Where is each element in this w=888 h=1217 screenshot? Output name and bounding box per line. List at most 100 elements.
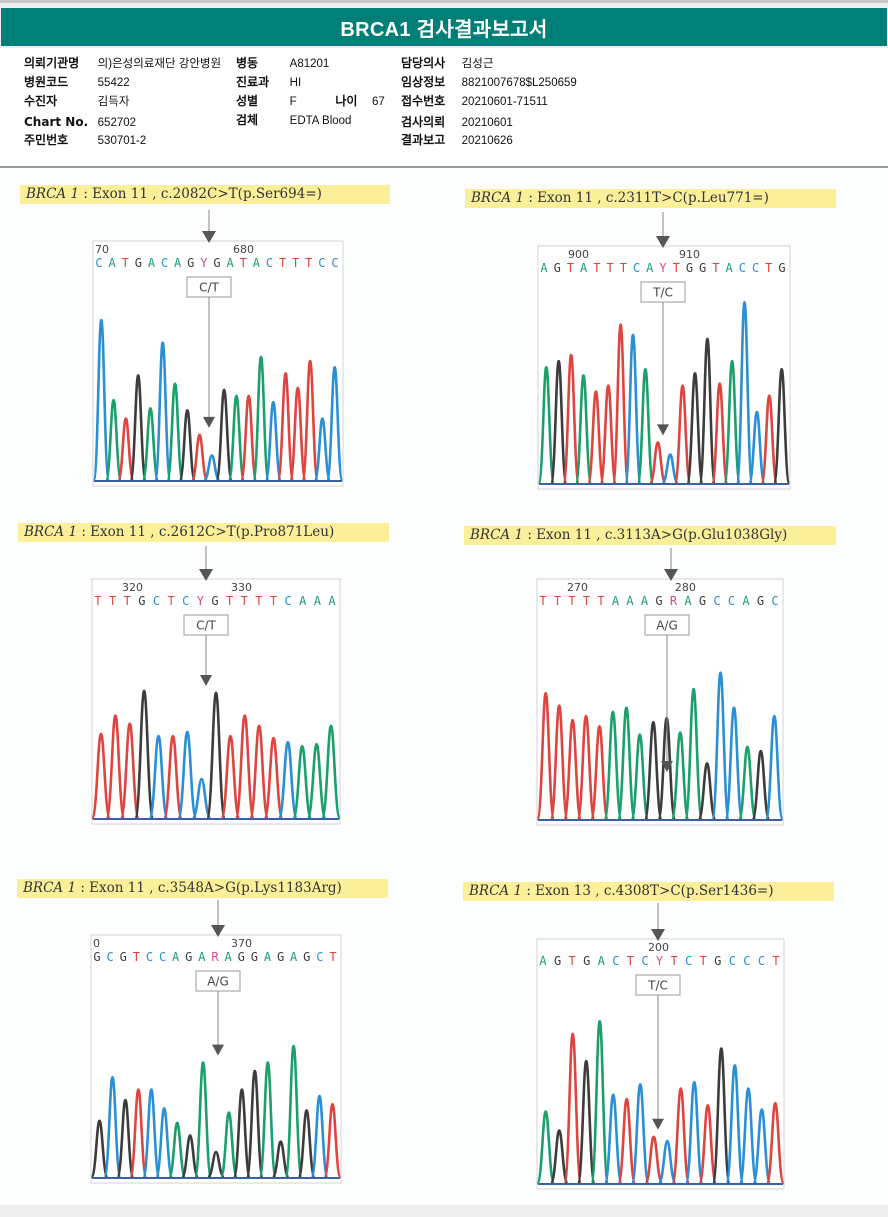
base-call: A xyxy=(172,950,180,964)
trace-peak-G xyxy=(698,337,717,485)
trace-peak-T xyxy=(234,714,255,820)
base-call: T xyxy=(673,261,680,275)
base-call: T xyxy=(620,261,627,275)
trace-peak-G xyxy=(271,1140,290,1179)
base-call: G xyxy=(757,594,764,608)
trace-peak-A xyxy=(167,1121,187,1179)
trace-peak-C xyxy=(177,730,198,820)
base-call: A xyxy=(264,950,272,964)
base-call: T xyxy=(670,954,677,968)
base-call: T xyxy=(329,950,336,964)
base-call: T xyxy=(569,954,576,968)
trace-peak-A xyxy=(166,382,184,482)
base-call: C xyxy=(685,954,692,968)
trace-peak-T xyxy=(536,692,556,821)
variant-caption: BRCA 1 : Exon 13 , c.4308T>C(p.Ser1436=) xyxy=(463,882,834,901)
field-label: 병동 xyxy=(236,56,259,70)
base-call: A xyxy=(328,594,336,608)
field-value: 20210601-71511 xyxy=(461,96,548,108)
trace-peak-G xyxy=(643,720,663,821)
variant-description: : Exon 11 , c.2082C>T(p.Ser694=) xyxy=(83,186,322,202)
pointer-arrow-icon xyxy=(651,929,665,941)
gene-name: BRCA 1 xyxy=(469,883,523,899)
field-label: Chart No. xyxy=(24,115,89,129)
trace-peak-A xyxy=(306,742,327,820)
trace-peak-T xyxy=(323,1102,342,1179)
base-call: G xyxy=(655,594,662,608)
field-label: 검사의뢰 xyxy=(401,115,446,129)
field-value: 8821007678$L250659 xyxy=(461,77,577,89)
trace-peak-T xyxy=(617,1097,637,1185)
trace-peak-A xyxy=(670,731,690,821)
position-label: 680 xyxy=(233,243,254,256)
variant-panel: BRCA 1 : Exon 11 , c.3113A>G(p.Glu1038Gl… xyxy=(444,508,888,858)
trace-peak-C xyxy=(725,1064,745,1185)
base-call: C xyxy=(159,950,166,964)
trace-peak-T xyxy=(119,722,140,820)
base-call: Y xyxy=(200,256,208,270)
genotype-call: A/G xyxy=(656,619,678,633)
pointer-arrow-icon xyxy=(211,925,225,937)
base-call: G xyxy=(686,261,693,275)
position-label: 320 xyxy=(122,581,143,594)
gene-name: BRCA 1 xyxy=(471,190,525,206)
field-label: 의뢰기관명 xyxy=(24,56,80,70)
base-call: C xyxy=(182,594,189,608)
field-label: 성별 xyxy=(236,94,259,108)
base-call: T xyxy=(700,954,707,968)
trace-peak-G xyxy=(232,1088,252,1179)
trace-peak-G xyxy=(686,372,704,485)
age-label: 나이 xyxy=(335,94,358,108)
trace-peak-T xyxy=(589,725,610,821)
position-label: 370 xyxy=(231,937,252,950)
field-department: 진료과 HI xyxy=(236,75,301,90)
base-call: C xyxy=(95,256,102,270)
base-call: T xyxy=(279,256,286,270)
trace-peak-T xyxy=(698,1104,718,1185)
trace-peak-C xyxy=(92,318,111,482)
field-label: 수진자 xyxy=(24,94,58,108)
base-call: C xyxy=(285,594,292,608)
trace-peak-T xyxy=(263,736,284,820)
trace-peak-A xyxy=(258,1061,278,1179)
variant-arrow-icon xyxy=(212,1044,224,1056)
base-call: A xyxy=(684,594,692,608)
variant-arrow-icon xyxy=(203,416,215,428)
gene-name: BRCA 1 xyxy=(26,186,80,202)
base-call: C xyxy=(752,261,759,275)
trace-peak-C xyxy=(603,1093,623,1185)
base-call: A xyxy=(641,594,649,608)
base-call: Y xyxy=(659,261,667,275)
trace-peak-G xyxy=(205,691,227,820)
base-call: A xyxy=(108,256,116,270)
variant-description: : Exon 11 , c.2311T>C(p.Leu771=) xyxy=(528,190,769,206)
base-call: R xyxy=(670,594,678,608)
base-call: C xyxy=(641,954,648,968)
base-call: T xyxy=(539,594,546,608)
trace-peak-G xyxy=(549,359,568,485)
field-referring-institution: 의뢰기관명 의)은성의료재단 강안병원 xyxy=(24,56,221,71)
base-call: A xyxy=(198,950,206,964)
field-label: 주민번호 xyxy=(24,133,69,147)
trace-peak-C xyxy=(764,714,784,821)
variant-panel: BRCA 1 : Exon 11 , c.2082C>T(p.Ser694=) … xyxy=(0,168,444,518)
trace-peak-A xyxy=(219,1111,239,1179)
trace-peak-A xyxy=(574,374,593,485)
trace-peak-C xyxy=(277,740,299,820)
trace-peak-C xyxy=(310,1094,329,1179)
trace-peak-T xyxy=(611,323,630,485)
base-call: A xyxy=(540,261,548,275)
base-call: A xyxy=(612,594,620,608)
base-call: C xyxy=(729,954,736,968)
trace-peak-G xyxy=(549,1129,569,1185)
field-physician: 담당의사 김성근 xyxy=(401,56,493,71)
base-call: G xyxy=(277,950,284,964)
base-call: T xyxy=(292,256,299,270)
gene-name: BRCA 1 xyxy=(23,880,77,896)
base-call: A xyxy=(226,256,234,270)
trace-peak-T xyxy=(563,718,583,821)
base-call: T xyxy=(583,594,590,608)
trace-peak-G xyxy=(576,1059,596,1185)
